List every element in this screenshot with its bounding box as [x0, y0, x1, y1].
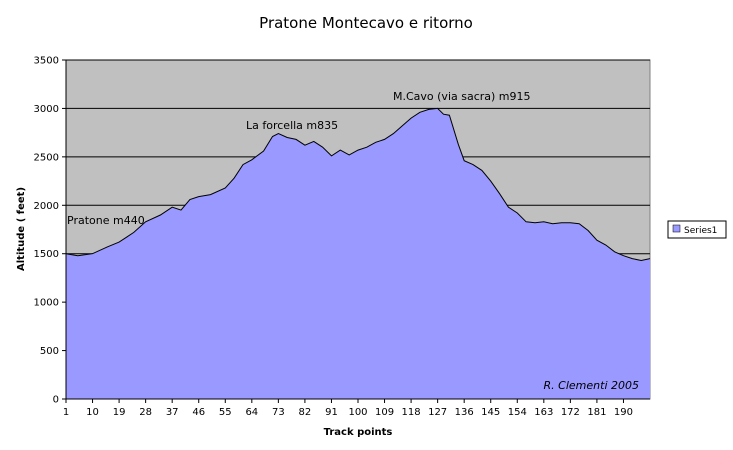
x-tick-label: 10	[86, 407, 99, 418]
x-tick-label: 181	[587, 407, 606, 418]
x-tick-label: 28	[139, 407, 152, 418]
legend-label-series1: Series1	[684, 226, 717, 236]
x-tick-label: 100	[348, 407, 367, 418]
x-tick-label: 127	[428, 407, 447, 418]
annotation-pratone: Pratone m440	[67, 214, 145, 227]
x-tick-label: 73	[272, 407, 285, 418]
x-tick-label: 64	[245, 407, 258, 418]
y-tick-label: 3000	[34, 104, 59, 115]
chart-title: Pratone Montecavo e ritorno	[259, 14, 473, 32]
x-tick-label: 118	[402, 407, 421, 418]
annotation-forcella: La forcella m835	[246, 119, 338, 132]
y-tick-label: 0	[53, 395, 59, 406]
series-line-series1	[65, 107, 651, 262]
y-axis-label: Altitude ( feet)	[16, 187, 27, 271]
y-tick-label: 2500	[34, 152, 59, 163]
x-tick-label: 37	[166, 407, 179, 418]
x-axis-ticks: 1 10 19 28 37 46 55 64 73 82 91 100 109 118 127 136 145 1…	[63, 399, 633, 418]
x-tick-label: 1	[63, 407, 69, 418]
x-tick-label: 19	[113, 407, 126, 418]
y-axis-ticks: 0 500 1000 1500 2000 2500 3000 3500	[34, 56, 66, 406]
x-tick-label: 136	[455, 407, 474, 418]
annotation-mcavo: M.Cavo (via sacra) m915	[393, 90, 531, 103]
y-tick-label: 1000	[34, 298, 59, 309]
series-area-series1	[66, 108, 650, 400]
y-tick-label: 500	[40, 346, 59, 357]
x-tick-label: 190	[614, 407, 633, 418]
x-tick-label: 163	[534, 407, 553, 418]
x-axis-label: Track points	[324, 427, 393, 438]
x-tick-label: 172	[561, 407, 580, 418]
y-tick-label: 1500	[34, 249, 59, 260]
legend-swatch	[672, 224, 681, 233]
x-tick-label: 55	[219, 407, 232, 418]
legend: Series1	[667, 220, 727, 239]
credit-text: R. Clementi 2005	[544, 379, 639, 392]
x-tick-label: 82	[299, 407, 312, 418]
y-tick-label: 3500	[34, 56, 59, 67]
x-tick-label: 91	[325, 407, 338, 418]
x-tick-label: 154	[508, 407, 527, 418]
x-tick-label: 46	[192, 407, 205, 418]
y-tick-label: 2000	[34, 201, 59, 212]
x-tick-label: 145	[481, 407, 500, 418]
legend-box	[667, 220, 727, 239]
x-tick-label: 109	[375, 407, 394, 418]
